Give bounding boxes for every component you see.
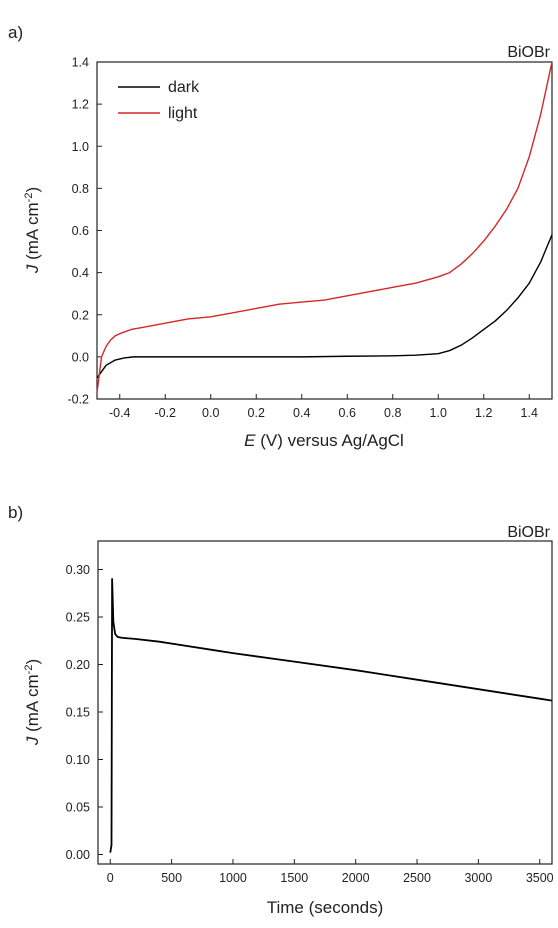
y-tick-label: 0.05 bbox=[66, 801, 90, 815]
x-tick-label: -0.4 bbox=[109, 406, 131, 420]
y-tick-label: 1.2 bbox=[72, 98, 89, 112]
x-tick-label: 500 bbox=[161, 871, 182, 885]
panel-b-sample-label: BiOBr bbox=[507, 524, 550, 541]
panel-a-y-axis: -0.2 0.0 0.2 0.4 0.6 0.8 1.0 1.2 1.4 bbox=[67, 56, 102, 407]
panel-a: a) BiOBr -0.4 -0.2 0.0 0.2 0.4 0.6 0.8 1.0 1.2 1.… bbox=[8, 23, 553, 450]
panel-a-letter: a) bbox=[8, 23, 23, 42]
panel-b-y-axis: 0.00 0.05 0.10 0.15 0.20 0.25 0.30 bbox=[66, 563, 103, 862]
y-tick-label: 0.25 bbox=[66, 611, 90, 625]
panel-b-series bbox=[109, 578, 553, 853]
x-tick-label: 3500 bbox=[526, 871, 554, 885]
y-tick-label: 0.10 bbox=[66, 753, 90, 767]
legend-light-label: light bbox=[168, 105, 198, 122]
y-tick-label: 0.4 bbox=[72, 266, 89, 280]
x-tick-label: 2000 bbox=[342, 871, 370, 885]
y-tick-label: 0.8 bbox=[72, 182, 89, 196]
x-tick-label: 1.4 bbox=[521, 406, 538, 420]
x-tick-label: 0.6 bbox=[339, 406, 356, 420]
panel-b-x-axis-label: Time (seconds) bbox=[267, 898, 384, 917]
panel-a-y-label-rest: (mA cm bbox=[23, 202, 42, 264]
legend-dark-label: dark bbox=[168, 79, 200, 96]
y-tick-label: -0.2 bbox=[67, 393, 89, 407]
x-tick-label: 0.8 bbox=[384, 406, 401, 420]
x-tick-label: -0.2 bbox=[154, 406, 176, 420]
y-tick-label: 1.0 bbox=[72, 140, 89, 154]
panel-a-x-label-rest: (V) versus Ag/AgCl bbox=[256, 431, 404, 450]
y-tick-label: 0.6 bbox=[72, 224, 89, 238]
y-tick-label: 0.0 bbox=[72, 350, 89, 364]
panel-b-y-label-italic: J bbox=[23, 736, 42, 746]
panel-b-y-label-close: ) bbox=[23, 659, 42, 665]
x-tick-label: 1500 bbox=[280, 871, 308, 885]
panel-b-y-label-rest: (mA cm bbox=[23, 674, 42, 736]
panel-a-y-label-italic: J bbox=[23, 264, 42, 274]
panel-a-plot-frame bbox=[96, 61, 553, 400]
x-tick-label: 1.2 bbox=[475, 406, 492, 420]
y-tick-label: 0.15 bbox=[66, 706, 90, 720]
panel-b-plot-frame bbox=[97, 540, 553, 865]
panel-a-series bbox=[96, 61, 553, 393]
panel-b: b) BiOBr 0 500 1000 1500 2000 2500 3000 3500 0.… bbox=[8, 503, 554, 917]
panel-b-x-axis: 0 500 1000 1500 2000 2500 3000 3500 bbox=[107, 859, 554, 885]
x-tick-label: 0.4 bbox=[293, 406, 310, 420]
x-tick-label: 1000 bbox=[219, 871, 247, 885]
y-tick-label: 0.2 bbox=[72, 308, 89, 322]
panel-a-y-axis-label: J (mA cm-2) bbox=[23, 187, 42, 274]
y-tick-label: 0.20 bbox=[66, 658, 90, 672]
x-tick-label: 3000 bbox=[464, 871, 492, 885]
panel-a-x-axis-label: E (V) versus Ag/AgCl bbox=[244, 431, 404, 450]
y-tick-label: 0.30 bbox=[66, 563, 90, 577]
x-tick-label: 0.2 bbox=[248, 406, 265, 420]
series-line-dark bbox=[96, 234, 553, 379]
x-tick-label: 0 bbox=[107, 871, 114, 885]
series-line-light bbox=[96, 61, 553, 393]
x-tick-label: 1.0 bbox=[430, 406, 447, 420]
panel-a-x-label-italic: E bbox=[244, 431, 256, 450]
panel-a-sample-label: BiOBr bbox=[507, 44, 550, 61]
panel-a-y-label-close: ) bbox=[23, 187, 42, 193]
panel-a-legend: dark light bbox=[118, 79, 200, 122]
panel-a-x-axis: -0.4 -0.2 0.0 0.2 0.4 0.6 0.8 1.0 1.2 1.4 bbox=[109, 394, 538, 420]
y-tick-label: 1.4 bbox=[72, 56, 89, 70]
series-line-series-0 bbox=[109, 578, 553, 853]
x-tick-label: 0.0 bbox=[202, 406, 219, 420]
y-tick-label: 0.00 bbox=[66, 848, 90, 862]
panel-b-y-label-sup: -2 bbox=[23, 665, 35, 675]
panel-b-letter: b) bbox=[8, 503, 23, 522]
panel-a-y-label-sup: -2 bbox=[23, 193, 35, 203]
x-tick-label: 2500 bbox=[403, 871, 431, 885]
panel-b-y-axis-label: J (mA cm-2) bbox=[23, 659, 42, 746]
